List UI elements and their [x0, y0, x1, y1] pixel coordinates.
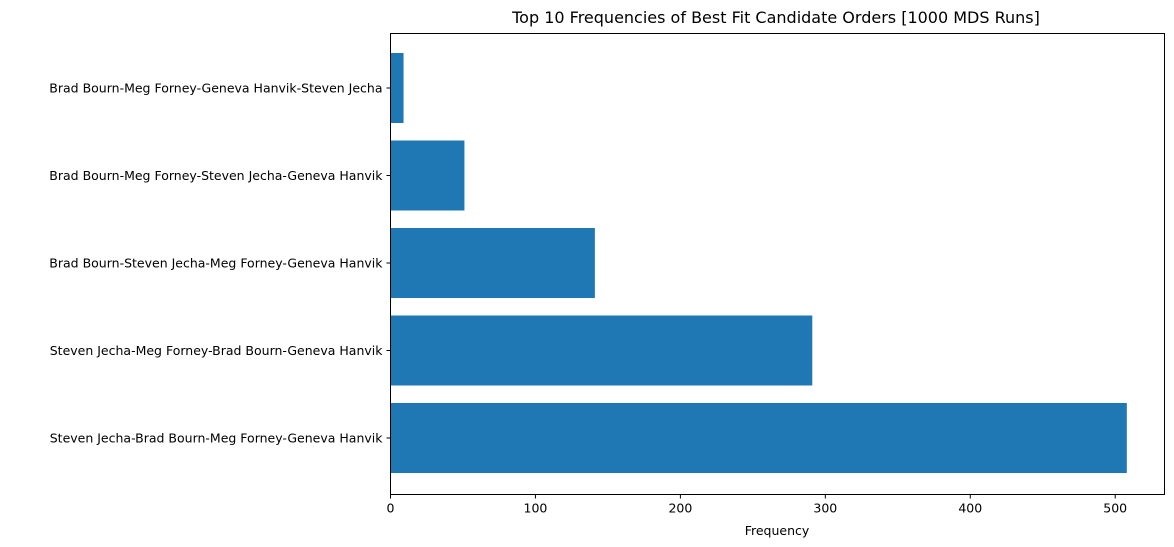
- x-tick-label: 300: [813, 501, 837, 516]
- y-tick-label: Brad Bourn-Steven Jecha-Meg Forney-Genev…: [49, 256, 383, 271]
- x-axis-label: Frequency: [745, 523, 810, 538]
- bar: [390, 403, 1127, 473]
- y-tick-label: Brad Bourn-Meg Forney-Steven Jecha-Genev…: [49, 168, 383, 183]
- bar: [390, 140, 465, 211]
- bar: [390, 53, 404, 123]
- x-tick-label: 200: [668, 501, 692, 516]
- y-tick-label: Brad Bourn-Meg Forney-Geneva Hanvik-Stev…: [49, 81, 382, 96]
- y-axis: Steven Jecha-Brad Bourn-Meg Forney-Genev…: [49, 81, 391, 446]
- x-tick-label: 500: [1103, 501, 1127, 516]
- x-tick-label: 0: [387, 501, 395, 516]
- chart-title: Top 10 Frequencies of Best Fit Candidate…: [511, 8, 1040, 27]
- x-tick-label: 100: [524, 501, 548, 516]
- bars-group: [390, 53, 1127, 473]
- bar: [390, 228, 595, 298]
- y-tick-label: Steven Jecha-Meg Forney-Brad Bourn-Genev…: [50, 343, 384, 358]
- x-tick-label: 400: [958, 501, 982, 516]
- y-tick-label: Steven Jecha-Brad Bourn-Meg Forney-Genev…: [50, 431, 384, 446]
- plot-frame: [390, 33, 1165, 495]
- bar: [390, 315, 813, 386]
- x-axis: 0 100 200 300 400 500: [387, 494, 1127, 516]
